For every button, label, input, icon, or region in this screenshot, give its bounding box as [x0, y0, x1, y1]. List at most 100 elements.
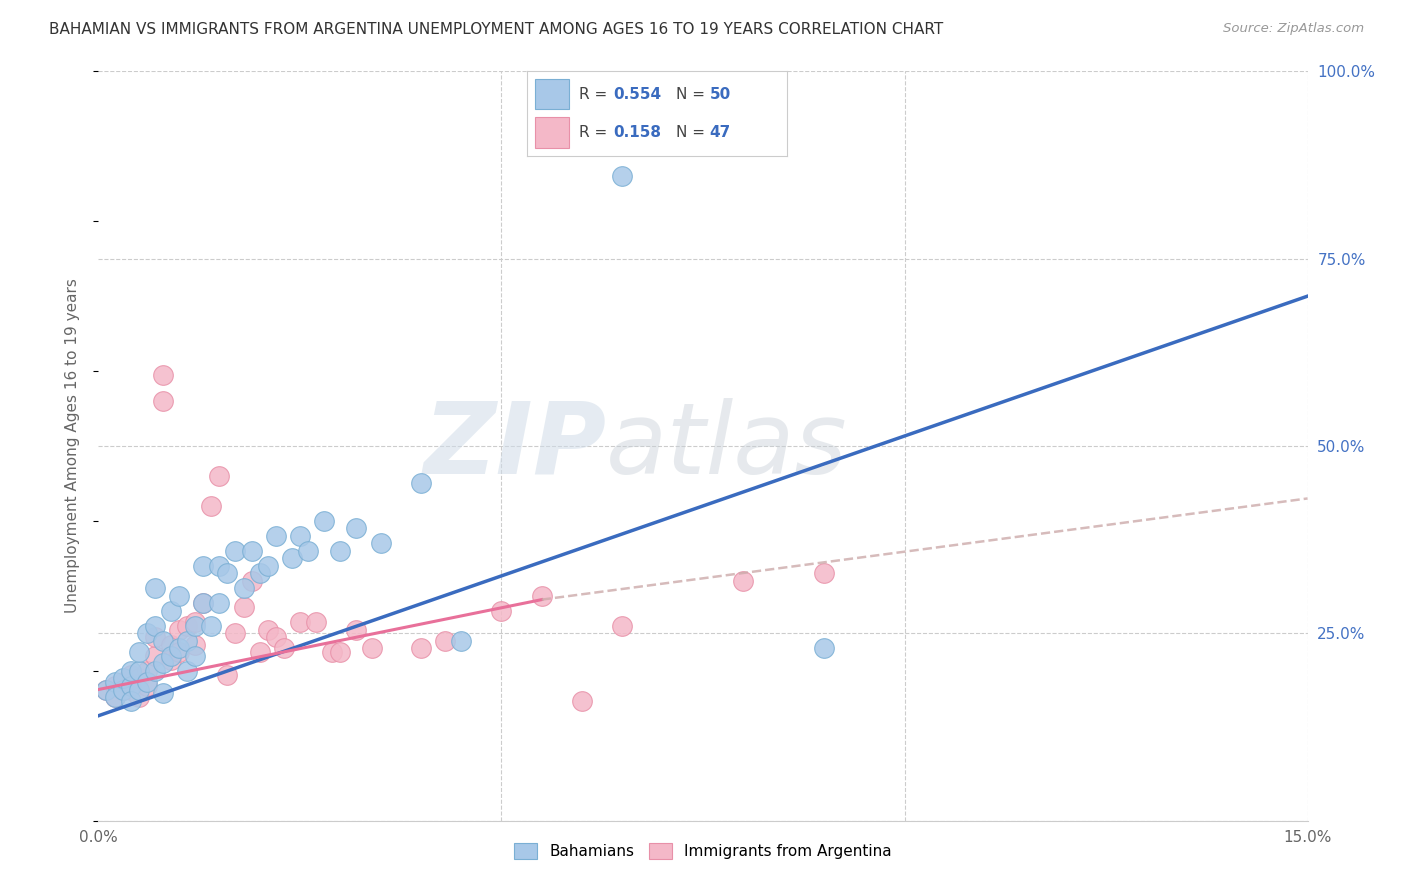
- Point: [321, 645, 343, 659]
- Point: [128, 645, 150, 659]
- Point: [120, 679, 142, 693]
- Point: [167, 589, 190, 603]
- Point: [344, 623, 367, 637]
- Point: [111, 682, 134, 697]
- Point: [120, 682, 142, 697]
- Point: [111, 671, 134, 685]
- Point: [249, 645, 271, 659]
- Point: [135, 675, 157, 690]
- Point: [167, 623, 190, 637]
- Point: [120, 667, 142, 681]
- Point: [176, 633, 198, 648]
- Point: [193, 558, 215, 573]
- Point: [184, 638, 207, 652]
- Text: 50: 50: [710, 87, 731, 102]
- Point: [135, 679, 157, 693]
- Point: [314, 514, 336, 528]
- Point: [264, 630, 287, 644]
- Point: [232, 582, 254, 596]
- Point: [370, 536, 392, 550]
- Text: R =: R =: [579, 125, 613, 140]
- Point: [193, 596, 215, 610]
- Point: [256, 558, 278, 573]
- Point: [167, 645, 190, 659]
- Point: [143, 630, 166, 644]
- Point: [288, 529, 311, 543]
- Text: N =: N =: [675, 87, 710, 102]
- Point: [128, 682, 150, 697]
- Text: BAHAMIAN VS IMMIGRANTS FROM ARGENTINA UNEMPLOYMENT AMONG AGES 16 TO 19 YEARS COR: BAHAMIAN VS IMMIGRANTS FROM ARGENTINA UN…: [49, 22, 943, 37]
- Point: [434, 633, 457, 648]
- Point: [120, 694, 142, 708]
- Bar: [536, 117, 569, 147]
- Point: [152, 368, 174, 382]
- Point: [143, 582, 166, 596]
- Y-axis label: Unemployment Among Ages 16 to 19 years: Unemployment Among Ages 16 to 19 years: [65, 278, 80, 614]
- Text: N =: N =: [675, 125, 710, 140]
- Text: atlas: atlas: [606, 398, 848, 494]
- Point: [224, 626, 246, 640]
- Point: [249, 566, 271, 581]
- Point: [208, 596, 231, 610]
- Point: [256, 623, 278, 637]
- Point: [288, 615, 311, 629]
- Point: [409, 641, 432, 656]
- Point: [143, 648, 166, 663]
- Point: [143, 619, 166, 633]
- Text: 47: 47: [710, 125, 731, 140]
- Point: [224, 544, 246, 558]
- Point: [96, 682, 118, 697]
- Text: ZIP: ZIP: [423, 398, 606, 494]
- Text: 0.554: 0.554: [613, 87, 661, 102]
- Bar: [536, 79, 569, 110]
- Point: [176, 664, 198, 678]
- Point: [152, 686, 174, 700]
- Point: [128, 664, 150, 678]
- Point: [135, 626, 157, 640]
- Point: [361, 641, 384, 656]
- Point: [491, 604, 513, 618]
- Point: [329, 544, 352, 558]
- Point: [200, 499, 222, 513]
- Point: [813, 566, 835, 581]
- Point: [612, 619, 634, 633]
- Point: [143, 664, 166, 678]
- Point: [167, 641, 190, 656]
- Point: [103, 690, 125, 704]
- Point: [160, 652, 183, 666]
- Point: [103, 690, 125, 704]
- Point: [193, 596, 215, 610]
- Point: [281, 551, 304, 566]
- Point: [813, 641, 835, 656]
- Point: [329, 645, 352, 659]
- Point: [232, 600, 254, 615]
- Point: [128, 690, 150, 704]
- Point: [176, 619, 198, 633]
- Point: [208, 469, 231, 483]
- Point: [530, 589, 553, 603]
- Point: [184, 648, 207, 663]
- Point: [571, 694, 593, 708]
- Text: 0.158: 0.158: [613, 125, 661, 140]
- Point: [612, 169, 634, 184]
- Point: [409, 476, 432, 491]
- Point: [96, 682, 118, 697]
- Point: [111, 675, 134, 690]
- Point: [305, 615, 328, 629]
- Point: [111, 682, 134, 697]
- Point: [273, 641, 295, 656]
- Point: [217, 566, 239, 581]
- Point: [450, 633, 472, 648]
- Point: [160, 638, 183, 652]
- Point: [184, 619, 207, 633]
- Text: R =: R =: [579, 87, 613, 102]
- Point: [152, 657, 174, 671]
- Point: [103, 675, 125, 690]
- Point: [152, 633, 174, 648]
- Point: [160, 604, 183, 618]
- Point: [297, 544, 319, 558]
- Point: [264, 529, 287, 543]
- Point: [160, 648, 183, 663]
- Point: [152, 394, 174, 409]
- Point: [184, 615, 207, 629]
